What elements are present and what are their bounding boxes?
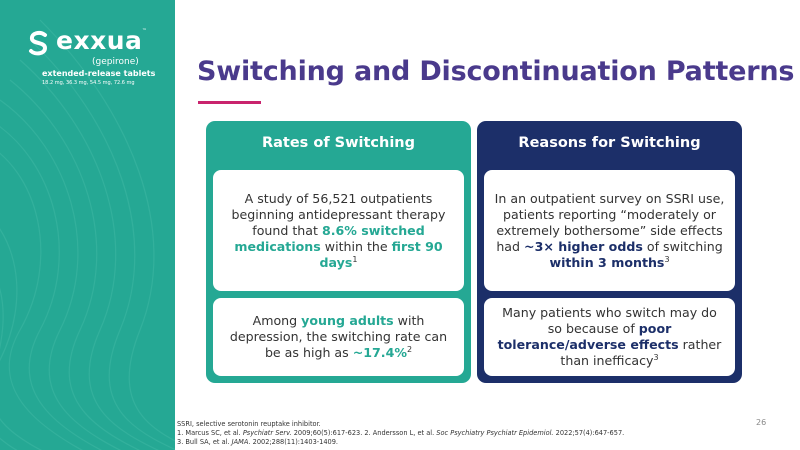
reference-marker: 1	[352, 254, 358, 264]
decorative-wave-pattern	[0, 19, 175, 450]
highlight-first-90-days: first 90 days	[319, 238, 443, 270]
card-text-part: rather than inefficacy	[560, 337, 722, 368]
reference-marker: 2	[406, 344, 413, 354]
page-number: 26	[756, 418, 767, 427]
reference-marker: 3	[653, 352, 659, 362]
card-text-part: Among	[252, 313, 302, 328]
ssri-survey-card: In an outpatient survey on SSRI use, pat…	[484, 170, 735, 291]
brand-mark-icon	[29, 30, 48, 56]
formulation-text: extended-release tablets	[42, 69, 156, 78]
brand-logo: exxua ™ (gepirone) extended-release tabl…	[26, 26, 156, 101]
panel-header-rates: Rates of Switching	[261, 135, 416, 151]
journal-name: Psychiatr Serv.	[242, 429, 292, 437]
strengths-text: 18.2 mg, 36.3 mg, 54.5 mg, 72.6 mg	[42, 80, 135, 86]
brand-name: exxua	[56, 26, 143, 55]
reasons-for-switching-panel: Reasons for Switching In an outpatient s…	[477, 121, 742, 383]
reference-text: 2002;288(11):1403-1409.	[250, 438, 339, 446]
journal-name: Soc Psychiatry Psychiatr Epidemiol.	[436, 429, 554, 437]
card-text: In an outpatient survey on SSRI use, pat…	[494, 191, 725, 271]
sidebar-panel: exxua ™ (gepirone) extended-release tabl…	[0, 0, 175, 450]
reference-text: 2009;60(5):617-623. 2. Andersson L, et a…	[291, 429, 437, 437]
reference-marker: 3	[664, 254, 670, 264]
journal-name: JAMA.	[231, 438, 251, 446]
abbreviation-note: SSRI, selective serotonin reuptake inhib…	[177, 420, 321, 428]
reference-line-2: 3. Bull SA, et al. JAMA. 2002;288(11):14…	[177, 438, 737, 447]
young-adults-card: Among young adults with depression, the …	[213, 298, 464, 376]
highlight-switched: 8.6% switched medications	[234, 222, 425, 254]
highlight-tolerance: poor tolerance/adverse effects	[497, 321, 679, 352]
card-text-part: Many patients who switch may do so becau…	[502, 305, 717, 336]
highlight-rate: ~17.4%	[352, 345, 407, 360]
highlight-3-months: within 3 months	[549, 254, 665, 270]
switching-rate-study-card: A study of 56,521 outpatients beginning …	[213, 170, 464, 291]
card-text-part: A study of 56,521 outpatients beginning …	[231, 190, 446, 238]
generic-name: (gepirone)	[92, 57, 139, 67]
reference-text: 1. Marcus SC, et al.	[177, 429, 243, 437]
card-text-part: within the	[320, 238, 392, 254]
reference-text: 2022;57(4):647-657.	[553, 429, 625, 437]
card-text: A study of 56,521 outpatients beginning …	[223, 191, 454, 271]
trademark-symbol: ™	[142, 28, 147, 34]
card-text-part: of switching	[642, 238, 723, 254]
card-text: Many patients who switch may do so becau…	[494, 305, 725, 369]
rates-of-switching-panel: Rates of Switching A study of 56,521 out…	[206, 121, 471, 383]
tolerance-card: Many patients who switch may do so becau…	[484, 298, 735, 376]
title-underline	[198, 101, 261, 104]
card-text-part: In an outpatient survey on SSRI use, pat…	[494, 190, 725, 254]
card-text-part: with depression, the switching rate can …	[229, 313, 448, 360]
card-text: Among young adults with depression, the …	[223, 313, 454, 361]
highlight-odds: ~3× higher odds	[524, 238, 643, 254]
reference-text: 3. Bull SA, et al.	[177, 438, 232, 446]
reference-line-1: 1. Marcus SC, et al. Psychiatr Serv. 200…	[177, 429, 737, 438]
panel-header-reasons: Reasons for Switching	[518, 135, 701, 151]
highlight-young-adults: young adults	[301, 313, 394, 328]
slide-title: Switching and Discontinuation Patterns	[197, 56, 795, 87]
footnotes: SSRI, selective serotonin reuptake inhib…	[177, 420, 737, 447]
